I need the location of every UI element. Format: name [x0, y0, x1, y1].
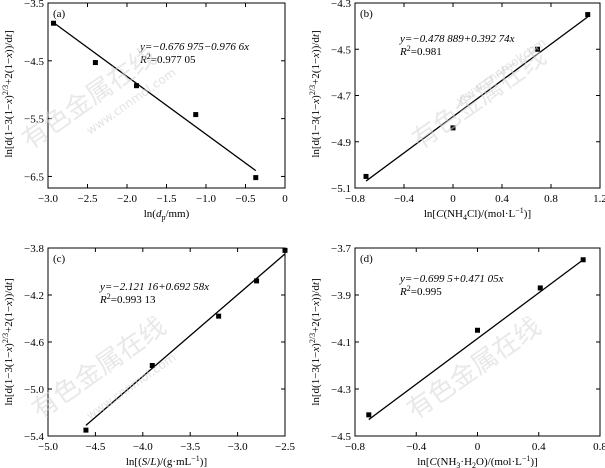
x-tick-label: −3.5: [180, 441, 200, 453]
y-tick-label: −3.5: [24, 0, 44, 10]
y-tick-label: −5.1: [331, 183, 351, 195]
y-tick-label: −4.5: [24, 56, 44, 68]
fit-equation: y=−0.478 889+0.392 74x: [399, 33, 515, 45]
data-point: [133, 83, 139, 89]
y-axis-label: ln[d(1−3(1−x)2/3+2(1−x))/dt]: [1, 30, 15, 157]
x-tick-label: 0.4: [532, 441, 546, 453]
data-point: [537, 285, 543, 291]
data-point: [450, 125, 456, 131]
plot-frame: [47, 247, 286, 437]
y-tick-label: −4.6: [24, 337, 44, 349]
y-tick-label: −3.9: [331, 290, 351, 302]
fit-equation: y=−0.699 5+0.471 05x: [399, 273, 504, 285]
r-squared: R2=0.977 05: [139, 52, 196, 66]
y-tick-label: −5.5: [24, 114, 44, 126]
y-tick-label: −3.8: [24, 243, 44, 255]
y-tick-label: −4.2: [24, 290, 44, 302]
x-tick-label: −3.0: [228, 441, 248, 453]
x-tick-label: −3.0: [38, 193, 58, 205]
fit-line: [85, 253, 286, 426]
x-tick-label: −2.5: [275, 441, 295, 453]
y-tick-label: −4.3: [331, 384, 351, 396]
x-tick-label: 0: [450, 193, 456, 205]
data-point: [149, 363, 155, 368]
data-point: [366, 412, 372, 418]
chart-panel-4: −0.8 −0.4 0 0.4 0.8 −4.5 −4.3 −4.1 −3.9 −3.7 (d) y=…: [308, 243, 605, 468]
y-tick-label: −4.9: [331, 137, 351, 149]
data-point: [51, 20, 57, 26]
y-tick-label: −4.3: [331, 0, 351, 10]
y-tick-label: −5.0: [24, 384, 44, 396]
fit-equation: y=−0.676 975−0.976 6x: [139, 41, 249, 53]
watermark-text: 有色金属在线: [402, 312, 547, 426]
y-tick-label: −4.5: [331, 431, 351, 443]
data-point: [282, 247, 288, 253]
x-tick-label: −1.0: [196, 193, 216, 205]
y-axis-label: ln[d(1−3(1−x)2/3+2(1−x))/dt]: [308, 278, 322, 405]
x-axis-label: ln[C(NH3·H2O)/(mol·L−1)]: [417, 454, 537, 468]
panel-label: (b): [360, 8, 373, 20]
data-point: [585, 12, 591, 18]
data-point: [254, 278, 260, 284]
panel-label: (d): [360, 253, 373, 265]
fit-line: [53, 22, 257, 172]
x-axis-label: ln[C(NH4Cl)/(mol·L−1)]: [424, 206, 531, 222]
data-point: [363, 173, 369, 179]
data-point: [253, 175, 259, 181]
y-axis-label: ln[d(1−3(1−x)2/3+2(1−x))/dt]: [308, 30, 322, 157]
y-tick-label: −5.4: [24, 431, 44, 443]
data-point: [475, 327, 480, 333]
x-tick-label: 0: [282, 193, 288, 205]
x-tick-label: −2.0: [117, 193, 137, 205]
fit-line: [368, 259, 584, 421]
x-tick-label: −0.4: [394, 193, 414, 205]
data-point: [92, 60, 98, 66]
panel-label: (c): [53, 253, 66, 265]
x-axis-label: ln(dp/mm): [144, 208, 190, 222]
chart-panel-3: −5.0 −4.5 −4.0 −3.5 −3.0 −2.5−5.4−5.0−4.6−4.2…: [1, 243, 295, 468]
x-tick-label: −2.5: [78, 193, 98, 205]
data-point: [216, 313, 222, 319]
y-tick-label: −3.7: [331, 243, 351, 255]
r-squared: R2=0.981: [399, 44, 442, 58]
r-squared: R2=0.995: [399, 284, 442, 298]
data-point: [193, 112, 199, 118]
x-tick-label: 0.8: [593, 441, 605, 453]
r-squared: R2=0.993 13: [99, 292, 156, 306]
y-tick-label: −4.1: [331, 337, 351, 349]
x-tick-label: 0.8: [544, 193, 558, 205]
chart-panel-1: −3.0 −2.5 −2.0 −1.5 −1.0 −0.5 0 −6.5 −5.5 −4.5 −3.…: [1, 0, 288, 222]
chart-panel-2: −0.8 −0.4 0 0.4 0.8 1.2 −5.1 −4.9 −4.7 −4.5 −4.3 (b…: [308, 0, 605, 222]
data-point: [580, 257, 586, 263]
x-tick-label: −1.5: [157, 193, 177, 205]
y-tick-label: −4.5: [331, 44, 351, 56]
x-tick-label: −0.8: [345, 441, 365, 453]
data-point: [83, 427, 89, 433]
fit-equation: y=−2.121 16+0.692 58x: [99, 281, 209, 293]
panel-label: (a): [53, 8, 66, 20]
x-tick-label: −0.8: [345, 193, 365, 205]
y-tick-label: −6.5: [24, 171, 44, 183]
x-tick-label: 0: [475, 441, 481, 453]
y-axis-label: ln[d(1−3(1−x)2/3+2(1−x))/dt]: [1, 278, 15, 405]
x-tick-label: 1.2: [593, 193, 605, 205]
x-tick-label: −4.5: [85, 441, 105, 453]
x-tick-label: −0.4: [406, 441, 426, 453]
x-tick-label: 0.4: [495, 193, 509, 205]
x-tick-label: −0.5: [236, 193, 256, 205]
x-tick-label: −4.0: [133, 441, 153, 453]
fit-line: [365, 16, 589, 182]
data-point: [535, 46, 541, 52]
x-axis-label: ln[(S/L)/(g·mL−1)]: [126, 454, 207, 468]
y-tick-label: −4.7: [331, 91, 351, 103]
x-tick-label: −5.0: [38, 441, 58, 453]
